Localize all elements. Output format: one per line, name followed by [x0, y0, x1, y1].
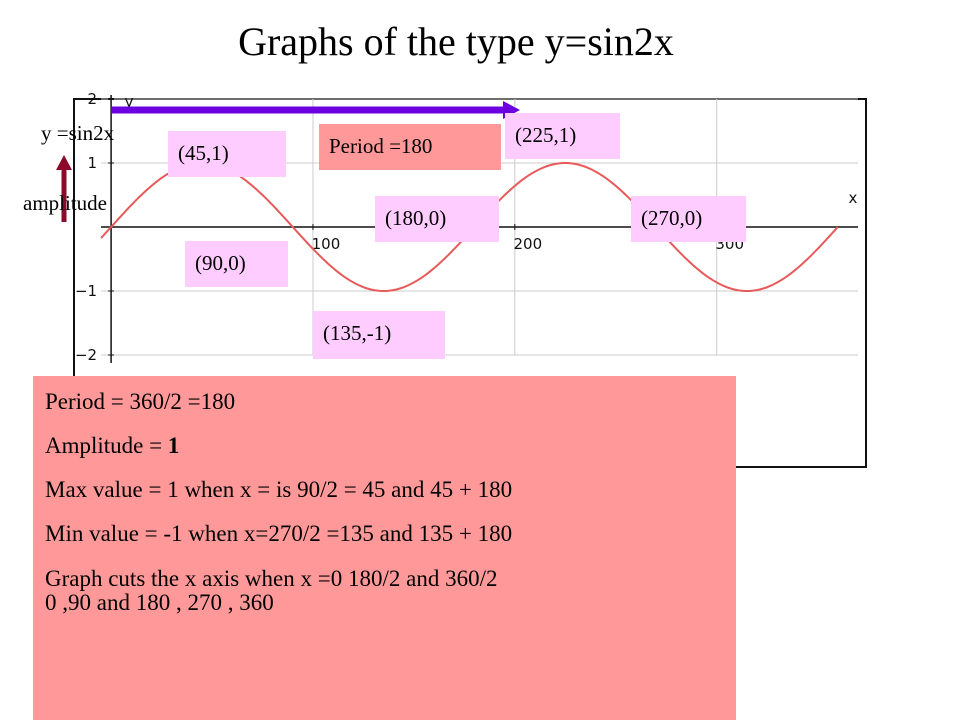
point-270-0: (270,0)	[631, 196, 746, 242]
amplitude-arrowhead	[56, 155, 72, 170]
x-axis-label: x	[849, 189, 858, 207]
x-tick-label: 200	[514, 235, 543, 253]
point-45-1: (45,1)	[168, 131, 286, 177]
info-box: Period = 360/2 =180 Amplitude = 1 Max va…	[33, 376, 736, 720]
x-intercepts-text: Graph cuts the x axis when x =0 180/2 an…	[45, 565, 498, 591]
point-90-0: (90,0)	[185, 241, 288, 287]
slide-title: Graphs of the type y=sin2x	[238, 19, 674, 64]
period-label: Period =180	[319, 124, 501, 170]
equation-label: y =sin2x	[41, 121, 115, 145]
min-value-text: Min value = -1 when x=270/2 =135 and 135…	[45, 521, 513, 547]
amplitude-value: 1	[167, 433, 180, 459]
point-135-minus1: (135,-1)	[313, 311, 445, 359]
y-tick-label: −1	[75, 282, 97, 300]
point-180-0: (180,0)	[375, 196, 499, 242]
amplitude-text-label: Amplitude =	[45, 433, 168, 459]
y-tick-label: 2	[88, 90, 98, 108]
y-tick-label: −2	[75, 346, 97, 364]
period-text: Period = 360/2 =180	[45, 389, 236, 414]
y-tick-label: 1	[88, 154, 98, 172]
point-225-1: (225,1)	[505, 113, 620, 159]
amplitude-label: amplitude	[23, 191, 107, 215]
x-intercepts-values: 0 ,90 and 180 , 270 , 360	[45, 589, 274, 615]
y-axis-label: y	[125, 93, 134, 111]
max-value-text: Max value = 1 when x = is 90/2 = 45 and …	[45, 477, 513, 503]
x-tick-label: 100	[312, 235, 341, 253]
amplitude-text: Amplitude = 1	[45, 434, 736, 458]
